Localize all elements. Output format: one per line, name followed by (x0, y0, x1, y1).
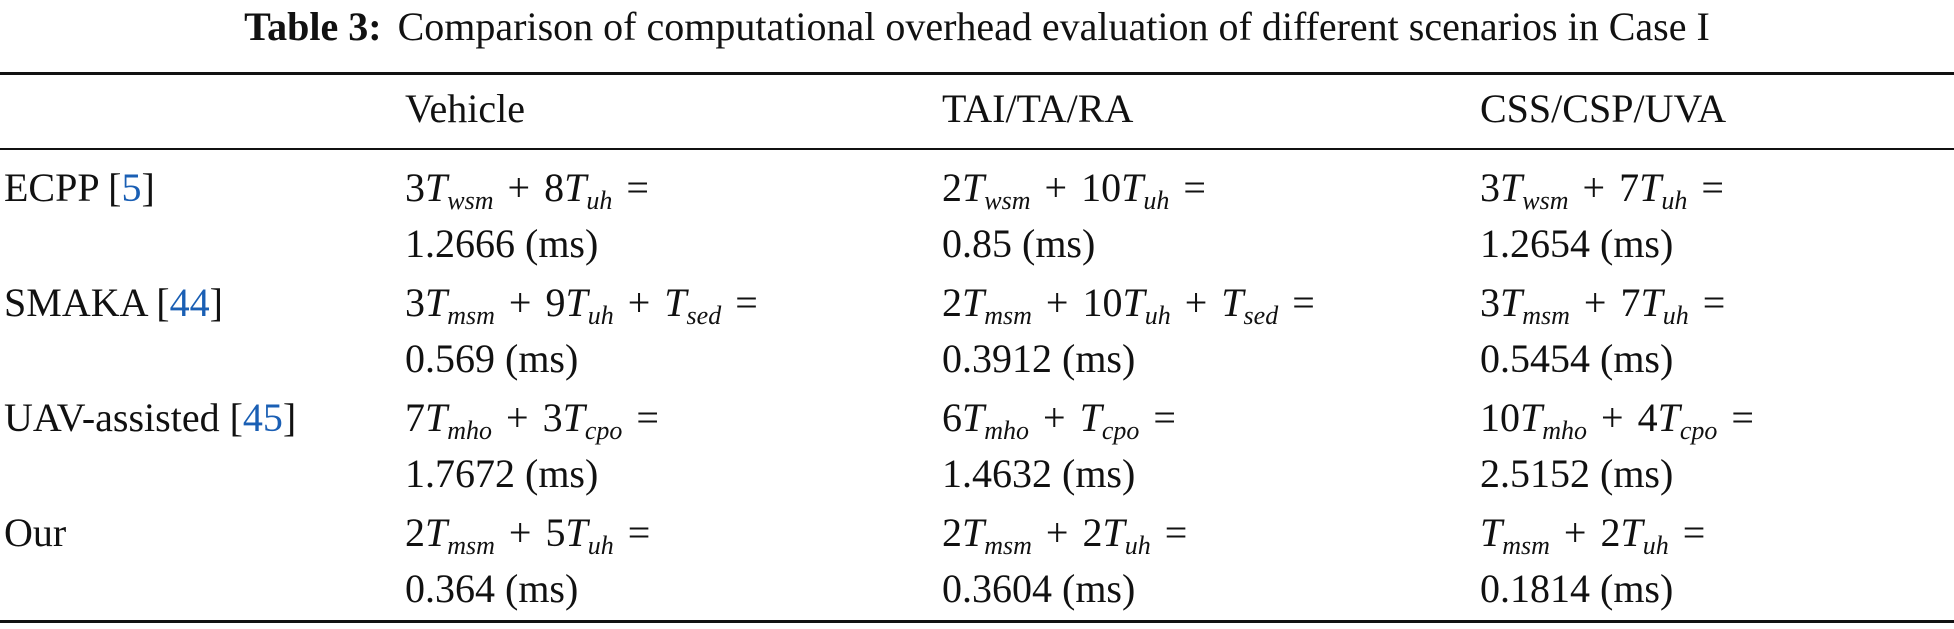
formula-term: 2Tmsm (942, 510, 1032, 560)
citation-bracket: ] (209, 280, 223, 325)
overhead-formula: 3Twsm +8Tuh = (405, 165, 649, 215)
overhead-formula: 7Tmho +3Tcpo = (405, 395, 659, 445)
overhead-formula: 2Twsm +10Tuh = (942, 165, 1206, 215)
table-caption: Table 3: Comparison of computational over… (0, 4, 1954, 50)
citation-link[interactable]: 44 (169, 280, 210, 325)
formula-term: 7Tuh (1619, 165, 1688, 215)
overhead-formula: 2Tmsm +2Tuh = (942, 510, 1188, 560)
method-label: Our (4, 510, 67, 555)
formula-term: 2Tmsm (405, 510, 495, 560)
overhead-value: 1.2666 (ms) (405, 221, 599, 266)
overhead-value: 0.364 (ms) (405, 566, 579, 611)
overhead-cell: 2Tmsm +5Tuh = 0.364 (ms) (405, 505, 664, 617)
overhead-formula: 6Tmho + Tcpo = (942, 395, 1176, 445)
formula-term: 2Tuh (1600, 510, 1669, 560)
formula-term: 10Tuh (1082, 280, 1171, 330)
overhead-cell: 2Tmsm +10Tuh + Tsed = 0.3912 (ms) (942, 275, 1329, 387)
table-row: SMAKA [44] 3Tmsm +9Tuh + Tsed = 0.569 (ms) 2Tms… (0, 275, 1954, 391)
caption-text: Comparison of computational overhead eva… (397, 4, 1710, 49)
citation-bracket: ] (141, 165, 155, 210)
formula-term: 3Twsm (405, 165, 494, 215)
formula-term: 3Tmsm (405, 280, 495, 330)
overhead-value: 1.4632 (ms) (942, 451, 1136, 496)
citation-bracket: ] (282, 395, 297, 440)
formula-term: 7Tmho (405, 395, 493, 445)
formula-term: Tsed (664, 280, 722, 330)
formula-term: 5Tuh (545, 510, 614, 560)
overhead-cell: 3Twsm +7Tuh = 1.2654 (ms) (1480, 160, 1738, 272)
overhead-cell: 2Twsm +10Tuh = 0.85 (ms) (942, 160, 1220, 272)
overhead-cell: 10Tmho +4Tcpo = 2.5152 (ms) (1480, 390, 1768, 502)
formula-term: 9Tuh (545, 280, 614, 330)
citation-link[interactable]: 5 (121, 165, 142, 210)
formula-term: 10Tuh (1081, 165, 1170, 215)
method-name: ECPP [5] (4, 160, 155, 216)
method-name: Our (4, 505, 66, 561)
top-rule (0, 72, 1954, 75)
overhead-formula: 2Tmsm +10Tuh + Tsed = (942, 280, 1315, 330)
overhead-formula: Tmsm +2Tuh = (1480, 510, 1706, 560)
overhead-value: 0.569 (ms) (405, 336, 579, 381)
formula-term: 3Twsm (1480, 165, 1569, 215)
overhead-value: 2.5152 (ms) (1480, 451, 1674, 496)
method-label: SMAKA [ (4, 280, 170, 325)
formula-term: 7Tuh (1620, 280, 1689, 330)
overhead-cell: 3Tmsm +7Tuh = 0.5454 (ms) (1480, 275, 1739, 387)
overhead-value: 1.2654 (ms) (1480, 221, 1674, 266)
overhead-cell: 7Tmho +3Tcpo = 1.7672 (ms) (405, 390, 673, 502)
table-row: ECPP [5] 3Twsm +8Tuh = 1.2666 (ms) 2Twsm +10Tu… (0, 160, 1954, 276)
overhead-value: 0.85 (ms) (942, 221, 1096, 266)
overhead-value: 0.5454 (ms) (1480, 336, 1674, 381)
method-name: UAV-assisted [45] (4, 390, 296, 446)
method-name: SMAKA [44] (4, 275, 223, 331)
overhead-formula: 3Tmsm +9Tuh + Tsed = (405, 280, 758, 330)
citation-link[interactable]: 45 (242, 395, 283, 440)
header-tai-ta-ra: TAI/TA/RA (942, 86, 1134, 131)
overhead-formula: 10Tmho +4Tcpo = (1480, 395, 1754, 445)
overhead-value: 0.3604 (ms) (942, 566, 1136, 611)
method-label: UAV-assisted [ (4, 395, 243, 440)
formula-term: 3Tcpo (542, 395, 623, 445)
overhead-cell: Tmsm +2Tuh = 0.1814 (ms) (1480, 505, 1719, 617)
caption-label: Table 3: (244, 4, 382, 49)
header-rule (0, 148, 1954, 150)
overhead-value: 0.3912 (ms) (942, 336, 1136, 381)
formula-term: 2Tuh (1082, 510, 1151, 560)
formula-term: 2Twsm (942, 165, 1031, 215)
overhead-formula: 3Tmsm +7Tuh = (1480, 280, 1726, 330)
table-row: Our 2Tmsm +5Tuh = 0.364 (ms) 2Tmsm +2Tuh = 0.360… (0, 505, 1954, 621)
formula-term: Tsed (1221, 280, 1279, 330)
header-vehicle: Vehicle (405, 86, 525, 131)
overhead-cell: 3Twsm +8Tuh = 1.2666 (ms) (405, 160, 663, 272)
method-label: ECPP [ (4, 165, 122, 210)
header-css-csp-uva: CSS/CSP/UVA (1480, 86, 1727, 131)
table-row: UAV-assisted [45] 7Tmho +3Tcpo = 1.7672 (ms)… (0, 390, 1954, 506)
overhead-formula: 3Twsm +7Tuh = (1480, 165, 1724, 215)
overhead-value: 1.7672 (ms) (405, 451, 599, 496)
overhead-cell: 3Tmsm +9Tuh + Tsed = 0.569 (ms) (405, 275, 772, 387)
bottom-rule (0, 620, 1954, 623)
overhead-cell: 6Tmho + Tcpo = 1.4632 (ms) (942, 390, 1190, 502)
formula-term: 8Tuh (544, 165, 613, 215)
formula-term: 3Tmsm (1480, 280, 1570, 330)
formula-term: 4Tcpo (1637, 395, 1718, 445)
overhead-cell: 2Tmsm +2Tuh = 0.3604 (ms) (942, 505, 1201, 617)
formula-term: Tcpo (1079, 395, 1140, 445)
formula-term: 10Tmho (1480, 395, 1588, 445)
formula-term: 2Tmsm (942, 280, 1032, 330)
overhead-formula: 2Tmsm +5Tuh = (405, 510, 651, 560)
overhead-value: 0.1814 (ms) (1480, 566, 1674, 611)
formula-term: 6Tmho (942, 395, 1030, 445)
formula-term: Tmsm (1480, 510, 1550, 560)
